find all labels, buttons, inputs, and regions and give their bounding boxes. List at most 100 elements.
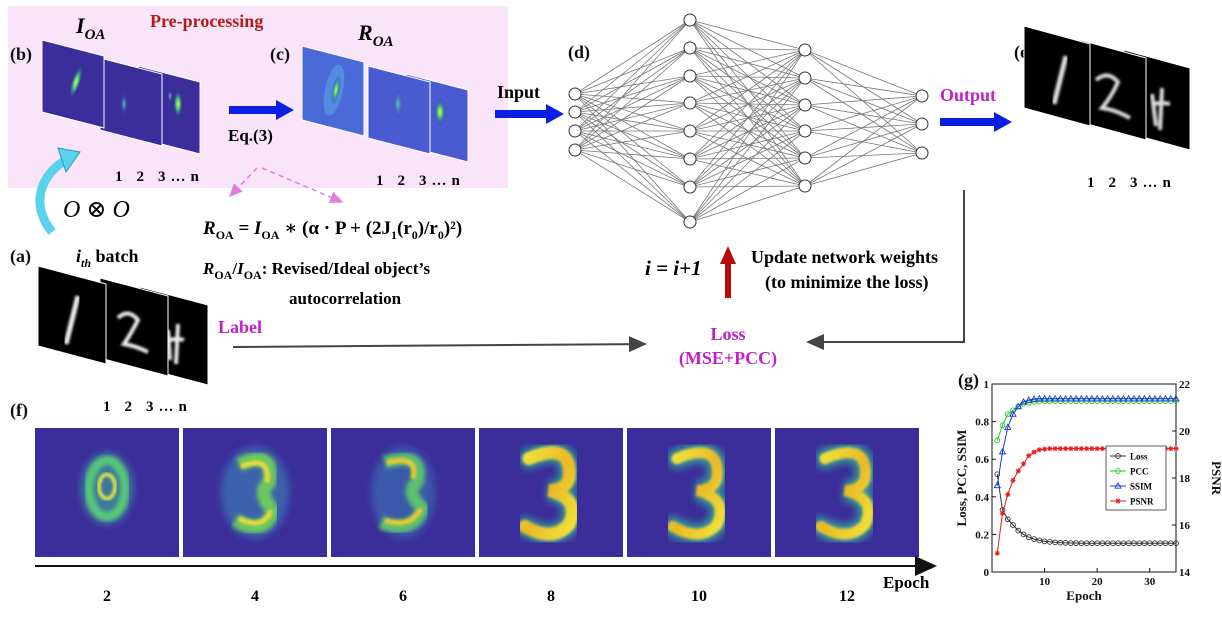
label-stack: [37, 265, 209, 386]
legend-entry-pcc: PCC: [1130, 467, 1149, 477]
point-loss: [1057, 539, 1064, 546]
neuron-l1-n0: [683, 13, 697, 27]
point-loss: [1041, 538, 1048, 545]
point-loss: [1104, 540, 1111, 547]
equation: ROA = IOA ∗ (α · P + (2J1(r0)/r0)²): [202, 218, 462, 242]
point-psnr: [1063, 446, 1069, 452]
reconstruction-epoch-12: [775, 428, 919, 557]
neuron-l1-n7: [683, 215, 697, 229]
point-psnr: [1015, 468, 1021, 474]
neuron-l1-n3: [683, 96, 697, 110]
point-pcc: [994, 437, 1001, 444]
neuron-l3-n2: [915, 146, 929, 160]
point-loss: [1167, 540, 1174, 547]
input-arrow-head: [546, 104, 564, 124]
legend-entry-loss: Loss: [1130, 452, 1148, 462]
point-psnr: [1010, 477, 1016, 483]
neuron-l2-n5: [798, 179, 812, 193]
neuron-l0-n0: [568, 87, 582, 101]
point-psnr: [1078, 446, 1084, 452]
point-ssim: [1093, 394, 1101, 402]
label-index: 1 2 3… n: [103, 399, 188, 415]
point-psnr: [1036, 447, 1042, 453]
point-loss: [1099, 540, 1106, 547]
point-loss: [1173, 540, 1179, 547]
update-text-2: (to minimize the loss): [765, 272, 928, 293]
point-pcc: [1004, 411, 1011, 417]
eq-pointer-right: [261, 167, 344, 203]
eq-ref: Eq.(3): [228, 126, 273, 145]
point-psnr: [1173, 446, 1179, 452]
epoch-label-12: 12: [839, 588, 855, 605]
epoch-label-6: 6: [399, 588, 407, 605]
neuron-l2-n2: [798, 98, 812, 112]
point-loss: [1004, 516, 1011, 523]
neuron-l2-n4: [798, 151, 812, 165]
roa-stack: [301, 45, 469, 163]
point-ssim: [1098, 394, 1107, 402]
neuron-l1-n5: [683, 152, 697, 166]
point-ssim: [1082, 394, 1091, 402]
y-right-tick-label: 16: [1179, 520, 1191, 532]
point-ssim: [1077, 394, 1086, 402]
panel-label-d: (d): [568, 42, 590, 63]
reconstruction-strip: [35, 428, 919, 557]
chart-legend: Loss PCC SSIM PSNR: [1105, 445, 1167, 511]
series-ssim: [993, 394, 1180, 489]
eq-pointer-left: [228, 167, 258, 198]
point-pcc: [999, 422, 1006, 429]
point-loss: [1046, 539, 1053, 545]
point-ssim: [1124, 394, 1133, 402]
point-ssim: [1072, 394, 1080, 402]
conv-arrow: [35, 156, 69, 235]
y-tick-label: 0: [984, 567, 990, 579]
point-loss: [1136, 540, 1143, 547]
input-text: Input: [497, 82, 540, 102]
neuron-l2-n0: [798, 43, 812, 57]
reconstruction-epoch-10: [627, 428, 771, 557]
y-tick-label: 0.6: [975, 454, 989, 466]
chart-ylabel: Loss, PCC, SSIM: [954, 430, 969, 527]
reconstruction-epoch-6: [331, 428, 475, 557]
update-text-1: Update network weights: [751, 247, 938, 267]
reconstruction-epoch-2: [35, 428, 179, 557]
y-right-tick-label: 20: [1179, 426, 1191, 438]
point-psnr: [1084, 446, 1090, 452]
point-ssim: [1114, 394, 1122, 402]
neuron-l3-n1: [915, 117, 929, 131]
y-tick-label: 0.2: [975, 529, 989, 541]
point-ssim: [1156, 394, 1165, 402]
roa-symbol: ROA: [357, 20, 394, 50]
point-ssim: [1130, 394, 1138, 402]
point-ssim: [1135, 394, 1143, 402]
epoch-labels: 2 4 6 8 10 12: [103, 588, 855, 605]
label-arrow: [232, 336, 647, 353]
point-loss: [1094, 540, 1100, 547]
point-ssim: [1030, 395, 1038, 402]
point-ssim: [1067, 394, 1075, 402]
point-loss: [1162, 540, 1169, 547]
point-ssim: [1051, 394, 1059, 402]
neural-network: [568, 13, 929, 229]
point-loss: [1020, 531, 1027, 538]
panel-label-g: (g): [958, 370, 979, 391]
epoch-label-4: 4: [251, 588, 259, 605]
point-loss: [1110, 540, 1116, 547]
point-psnr: [999, 510, 1006, 516]
point-ssim: [1119, 394, 1128, 402]
point-ssim: [1056, 394, 1065, 402]
epoch-axis-title: Epoch: [883, 573, 930, 592]
ioa-symbol: IOA: [75, 13, 105, 43]
point-ssim: [1061, 394, 1070, 402]
output-stack: [1023, 25, 1191, 151]
update-arrow-head: [720, 246, 736, 264]
point-loss: [1141, 540, 1148, 547]
point-loss: [1089, 540, 1095, 547]
legend-marker-ssim: [1114, 482, 1122, 489]
point-loss: [1157, 540, 1164, 547]
point-ssim: [998, 447, 1007, 455]
point-psnr: [1052, 446, 1058, 452]
point-psnr: [1041, 446, 1048, 452]
iteration-text: i = i+1: [645, 256, 702, 280]
